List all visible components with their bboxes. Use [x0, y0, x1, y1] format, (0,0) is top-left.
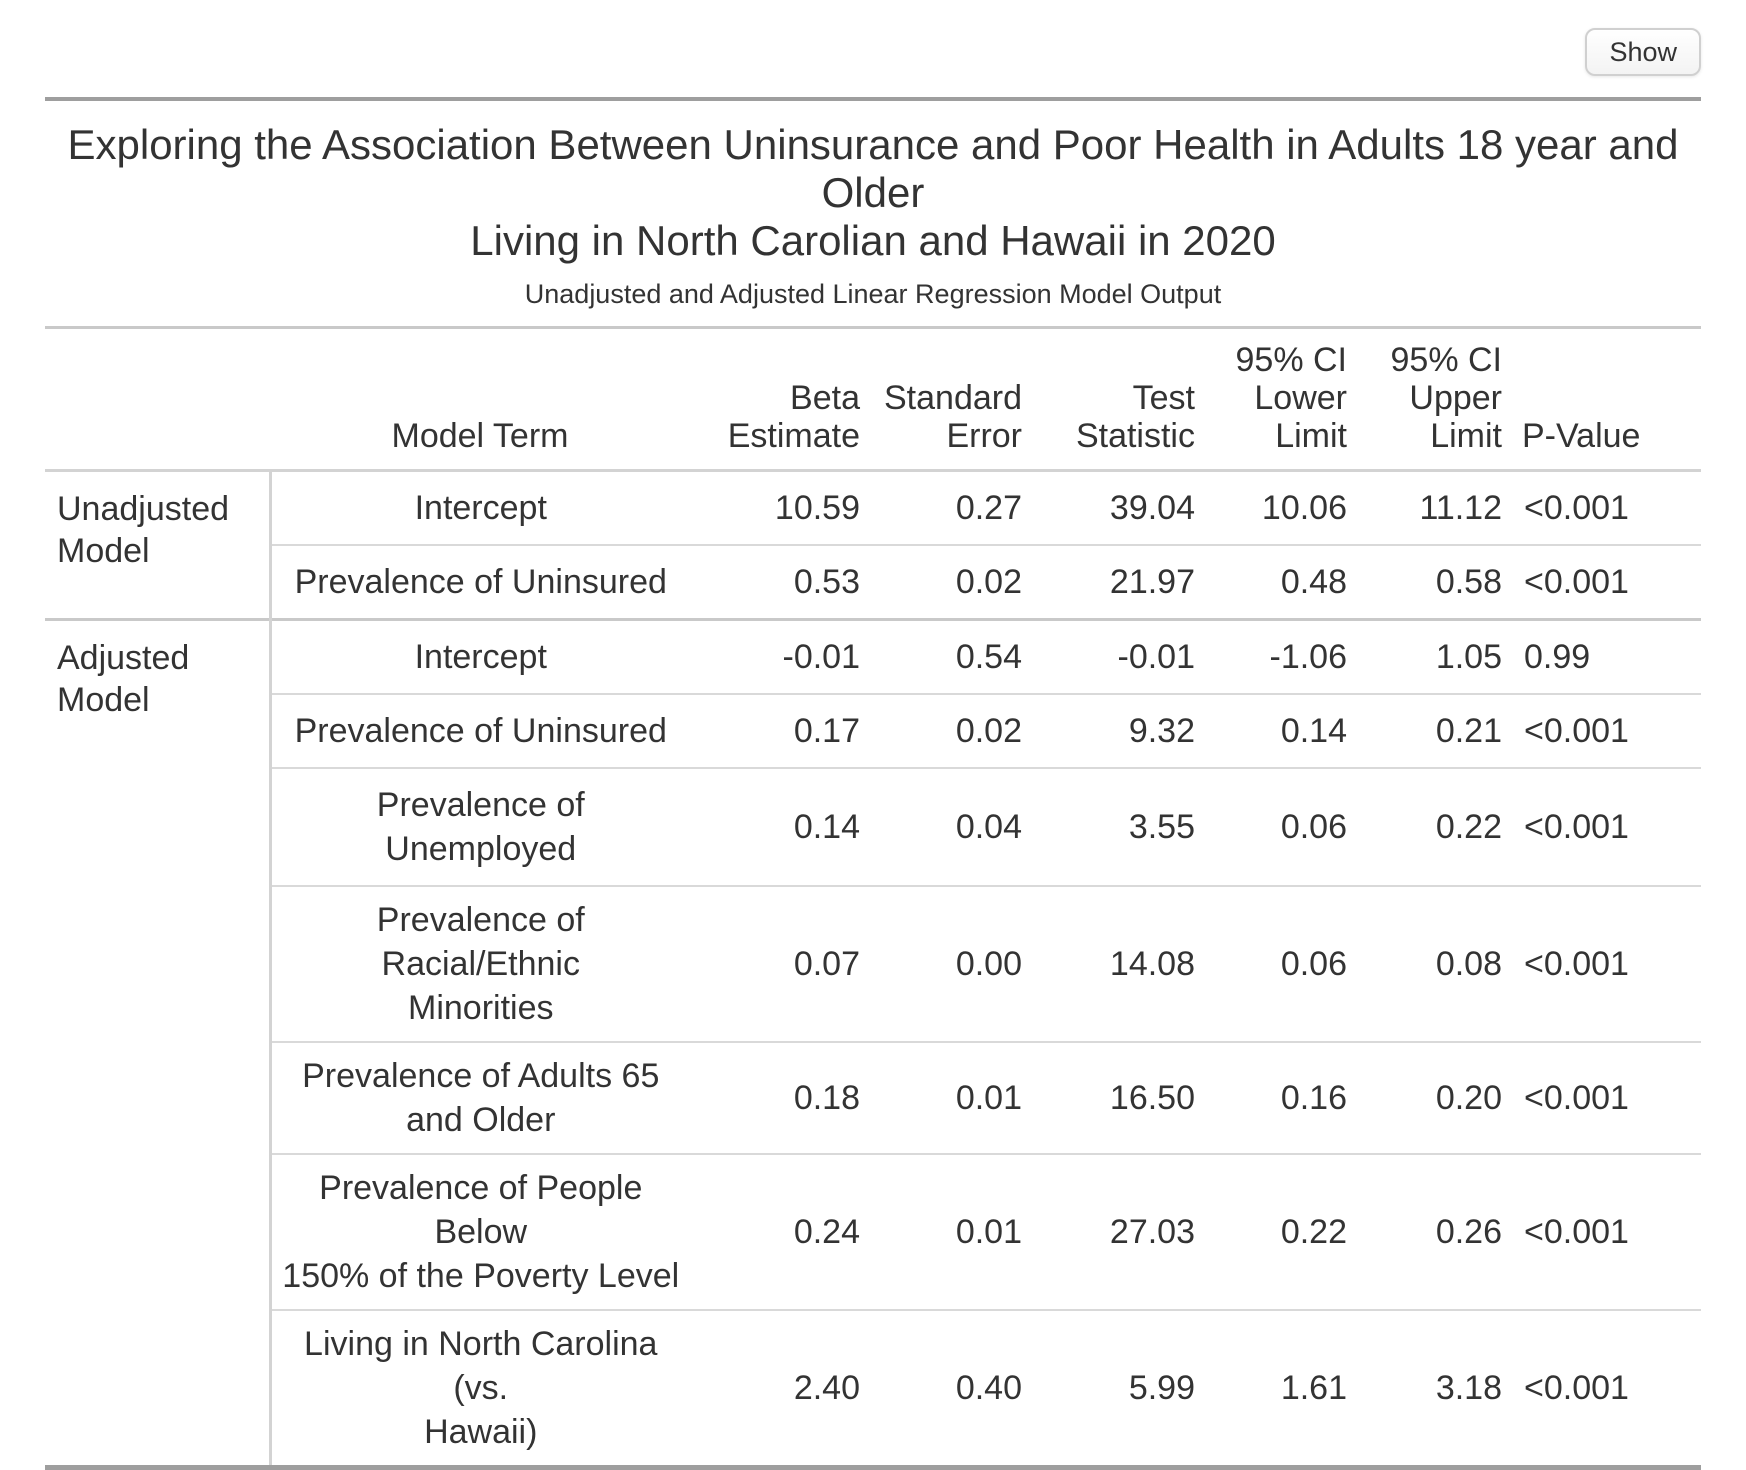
table-row: Prevalence of Uninsured 0.53 0.02 21.97 …: [45, 544, 1701, 620]
cell-beta-estimate: 0.07: [690, 885, 870, 1042]
row-group-label-unadjusted: Unadjusted Model: [45, 470, 272, 620]
header-row: Model Term Beta Estimate Standard Error …: [45, 329, 1701, 472]
table-row: Adjusted Model Intercept -0.01 0.54 -0.0…: [45, 618, 1701, 1465]
table-body: Unadjusted Model Intercept 10.59 0.27 39…: [45, 470, 1701, 1465]
cell-ci-upper: 0.22: [1357, 767, 1512, 886]
cell-test-statistic: 16.50: [1032, 1041, 1205, 1154]
column-header-test-statistic: Test Statistic: [1032, 329, 1205, 472]
cell-p-value: <0.001: [1512, 1153, 1701, 1310]
cell-test-statistic: 3.55: [1032, 767, 1205, 886]
cell-model-term: Prevalence of Adults 65 and Older: [270, 1041, 690, 1154]
table-row: Prevalence of Unemployed 0.14 0.04 3.55 …: [45, 767, 1701, 886]
toolbar: Show: [45, 0, 1701, 97]
column-header-standard-error: Standard Error: [870, 329, 1032, 472]
cell-standard-error: 0.00: [870, 885, 1032, 1042]
regression-table-container: Exploring the Association Between Uninsu…: [45, 97, 1701, 1470]
cell-standard-error: 0.40: [870, 1309, 1032, 1465]
table-header: Model Term Beta Estimate Standard Error …: [45, 329, 1701, 472]
cell-ci-upper: 0.26: [1357, 1153, 1512, 1310]
cell-beta-estimate: 2.40: [690, 1309, 870, 1465]
column-header-model-term: Model Term: [270, 329, 690, 472]
cell-standard-error: 0.01: [870, 1041, 1032, 1154]
table-row: Prevalence of Adults 65 and Older 0.18 0…: [45, 1041, 1701, 1154]
cell-beta-estimate: 0.17: [690, 693, 870, 768]
cell-beta-estimate: 0.18: [690, 1041, 870, 1154]
cell-standard-error: 0.01: [870, 1153, 1032, 1310]
column-header-ci-upper-limit: 95% CI Upper Limit: [1357, 329, 1512, 472]
cell-standard-error: 0.02: [870, 693, 1032, 768]
cell-ci-upper: 0.58: [1357, 544, 1512, 620]
cell-ci-lower: 0.22: [1205, 1153, 1357, 1310]
cell-model-term: Living in North Carolina (vs. Hawaii): [270, 1309, 690, 1465]
cell-ci-upper: 3.18: [1357, 1309, 1512, 1465]
cell-model-term: Prevalence of Uninsured: [270, 544, 690, 620]
table-row: Unadjusted Model Intercept 10.59 0.27 39…: [45, 470, 1701, 620]
row-group-label-adjusted: Adjusted Model: [45, 618, 272, 1465]
cell-p-value: <0.001: [1512, 1309, 1701, 1465]
cell-ci-lower: 0.16: [1205, 1041, 1357, 1154]
table-row: Prevalence of People Below 150% of the P…: [45, 1153, 1701, 1310]
cell-model-term: Prevalence of Racial/Ethnic Minorities: [270, 885, 690, 1042]
column-header-ci-lower-limit: 95% CI Lower Limit: [1205, 329, 1357, 472]
cell-standard-error: 0.27: [955, 489, 1022, 527]
cell-p-value: <0.001: [1512, 1041, 1701, 1154]
table-row: Living in North Carolina (vs. Hawaii) 2.…: [45, 1309, 1701, 1465]
cell-p-value: 0.99: [1512, 618, 1701, 694]
table-subtitle: Unadjusted and Adjusted Linear Regressio…: [524, 279, 1222, 309]
table-title: Exploring the Association Between Uninsu…: [67, 121, 1679, 264]
cell-beta-estimate: -0.01: [690, 618, 870, 694]
cell-p-value: <0.001: [1512, 767, 1701, 886]
cell-ci-upper: 11.12: [1419, 489, 1502, 527]
cell-test-statistic: -0.01: [1032, 618, 1205, 694]
cell-beta-estimate: 0.24: [690, 1153, 870, 1310]
cell-ci-upper: 0.20: [1357, 1041, 1512, 1154]
cell-ci-upper: 0.08: [1357, 885, 1512, 1042]
cell-model-term: Prevalence of Unemployed: [270, 767, 690, 886]
cell-ci-lower: 0.06: [1205, 767, 1357, 886]
cell-p-value: <0.001: [1524, 489, 1629, 527]
cell-ci-lower: 0.14: [1205, 693, 1357, 768]
cell-beta-estimate: 0.14: [690, 767, 870, 886]
column-header-stub: [45, 329, 270, 472]
table-heading: Exploring the Association Between Uninsu…: [45, 101, 1701, 329]
cell-standard-error: 0.04: [870, 767, 1032, 886]
cell-p-value: <0.001: [1512, 693, 1701, 768]
table-row: Prevalence of Racial/Ethnic Minorities 0…: [45, 885, 1701, 1042]
cell-test-statistic: 27.03: [1032, 1153, 1205, 1310]
cell-beta-estimate: 0.53: [690, 544, 870, 620]
cell-model-term: Intercept: [414, 489, 547, 527]
cell-model-term: Intercept: [270, 618, 690, 694]
cell-test-statistic: 14.08: [1032, 885, 1205, 1042]
cell-model-term: Prevalence of People Below 150% of the P…: [270, 1153, 690, 1310]
cell-ci-lower: 1.61: [1205, 1309, 1357, 1465]
show-button[interactable]: Show: [1585, 28, 1701, 76]
cell-test-statistic: 21.97: [1032, 544, 1205, 620]
cell-p-value: <0.001: [1512, 885, 1701, 1042]
cell-p-value: <0.001: [1512, 544, 1701, 620]
cell-model-term: Prevalence of Uninsured: [270, 693, 690, 768]
cell-test-statistic: 39.04: [1109, 489, 1195, 527]
cell-standard-error: 0.54: [870, 618, 1032, 694]
regression-table: Model Term Beta Estimate Standard Error …: [45, 329, 1701, 1465]
cell-beta-estimate: 10.59: [774, 489, 860, 527]
cell-ci-upper: 0.21: [1357, 693, 1512, 768]
cell-test-statistic: 5.99: [1032, 1309, 1205, 1465]
cell-ci-lower: 0.48: [1205, 544, 1357, 620]
cell-test-statistic: 9.32: [1032, 693, 1205, 768]
column-header-p-value: P-Value: [1512, 329, 1701, 472]
cell-ci-lower: 0.06: [1205, 885, 1357, 1042]
column-header-beta-estimate: Beta Estimate: [690, 329, 870, 472]
cell-ci-lower: 10.06: [1261, 489, 1347, 527]
cell-ci-lower: -1.06: [1205, 618, 1357, 694]
cell-standard-error: 0.02: [870, 544, 1032, 620]
cell-ci-upper: 1.05: [1357, 618, 1512, 694]
table-row: Prevalence of Uninsured 0.17 0.02 9.32 0…: [45, 693, 1701, 768]
